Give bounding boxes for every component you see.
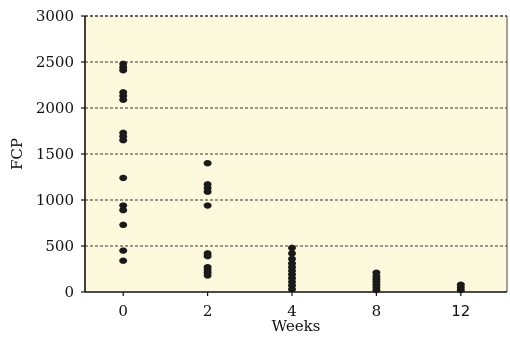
data-point (203, 202, 212, 209)
x-tick-label: 2 (203, 302, 213, 320)
gridlines (85, 15, 507, 247)
data-point (203, 160, 212, 167)
axes (81, 15, 508, 296)
data-point (119, 174, 128, 182)
x-tick-labels: 0 2 4 8 12 (118, 302, 470, 320)
y-tick-label: 3000 (36, 7, 74, 25)
data-point (288, 286, 296, 293)
y-tick-label: 2500 (36, 53, 74, 71)
x-tick-label: 0 (118, 302, 128, 320)
x-tick-label: 4 (287, 302, 297, 320)
data-point (119, 202, 128, 209)
data-point (119, 206, 128, 214)
data-point (288, 244, 296, 252)
data-point (288, 255, 296, 263)
data-point (119, 96, 128, 103)
data-point (203, 252, 212, 260)
x-tick-label: 12 (451, 302, 470, 320)
data-points (119, 60, 465, 294)
y-tick-label: 0 (64, 283, 74, 301)
data-point (119, 67, 128, 74)
y-tick-label: 1000 (36, 191, 74, 209)
data-point (372, 286, 381, 294)
data-point (203, 188, 212, 195)
data-point (119, 137, 128, 144)
y-tick-label: 1500 (36, 145, 74, 163)
x-tick-label: 8 (372, 302, 382, 320)
data-point (288, 250, 296, 257)
y-tick-label: 500 (45, 237, 74, 255)
x-axis-title: Weeks (272, 317, 321, 335)
y-tick-labels: 0 500 1000 1500 2000 2500 3000 (36, 7, 74, 301)
data-point (203, 272, 212, 279)
data-point (119, 247, 128, 254)
y-tick-label: 2000 (36, 99, 74, 117)
data-point (456, 286, 465, 294)
data-point (119, 257, 128, 264)
data-point (119, 221, 128, 229)
y-axis-title: FCP (8, 138, 26, 170)
